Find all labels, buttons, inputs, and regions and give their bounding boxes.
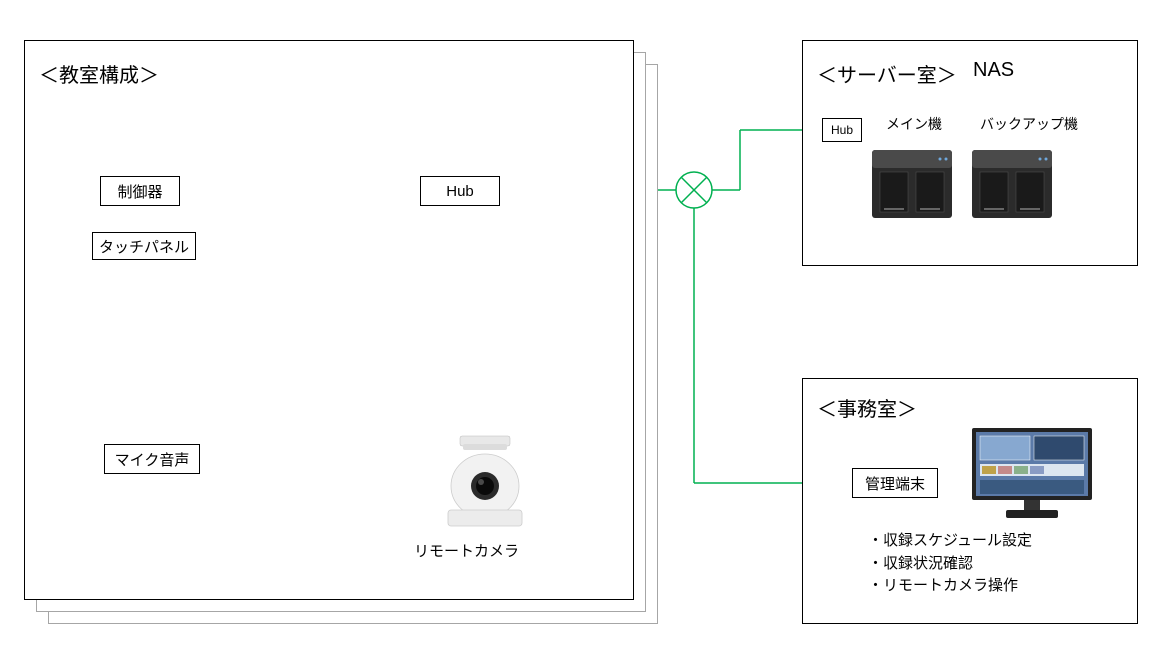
office-title: ＜事務室＞ (817, 393, 917, 422)
backup-unit-label: バックアップ機 (980, 114, 1078, 134)
classroom-box: ＜教室構成＞ (24, 40, 634, 600)
nas-backup-icon (970, 148, 1054, 220)
controller-node: 制御器 (100, 176, 180, 206)
main-unit-label: メイン機 (886, 114, 942, 134)
office-bullets: ・収録スケジュール設定 ・収録状況確認 ・リモートカメラ操作 (868, 530, 1032, 598)
hub-server-node: Hub (822, 118, 862, 142)
mic-audio-node: マイク音声 (104, 444, 200, 474)
monitor-icon (966, 424, 1098, 524)
remote-camera-label: リモートカメラ (414, 540, 519, 561)
hub-classroom-label: Hub (446, 183, 474, 200)
nas-main-icon (870, 148, 954, 220)
mgmt-terminal-label: 管理端末 (865, 473, 925, 494)
touch-panel-node: タッチパネル (92, 232, 196, 260)
classroom-title: ＜教室構成＞ (39, 59, 159, 88)
remote-camera-icon (430, 430, 540, 530)
mic-audio-label: マイク音声 (115, 449, 190, 470)
touch-panel-label: タッチパネル (99, 236, 189, 257)
hub-server-label: Hub (831, 123, 853, 137)
mgmt-terminal-node: 管理端末 (852, 468, 938, 498)
server-room-title: ＜サーバー室＞ (817, 59, 957, 88)
bullet-3: ・リモートカメラ操作 (868, 575, 1032, 598)
bullet-2: ・収録状況確認 (868, 553, 1032, 576)
bullet-1: ・収録スケジュール設定 (868, 530, 1032, 553)
hub-classroom-node: Hub (420, 176, 500, 206)
nas-title: NAS (973, 59, 1014, 82)
controller-label: 制御器 (117, 181, 162, 202)
